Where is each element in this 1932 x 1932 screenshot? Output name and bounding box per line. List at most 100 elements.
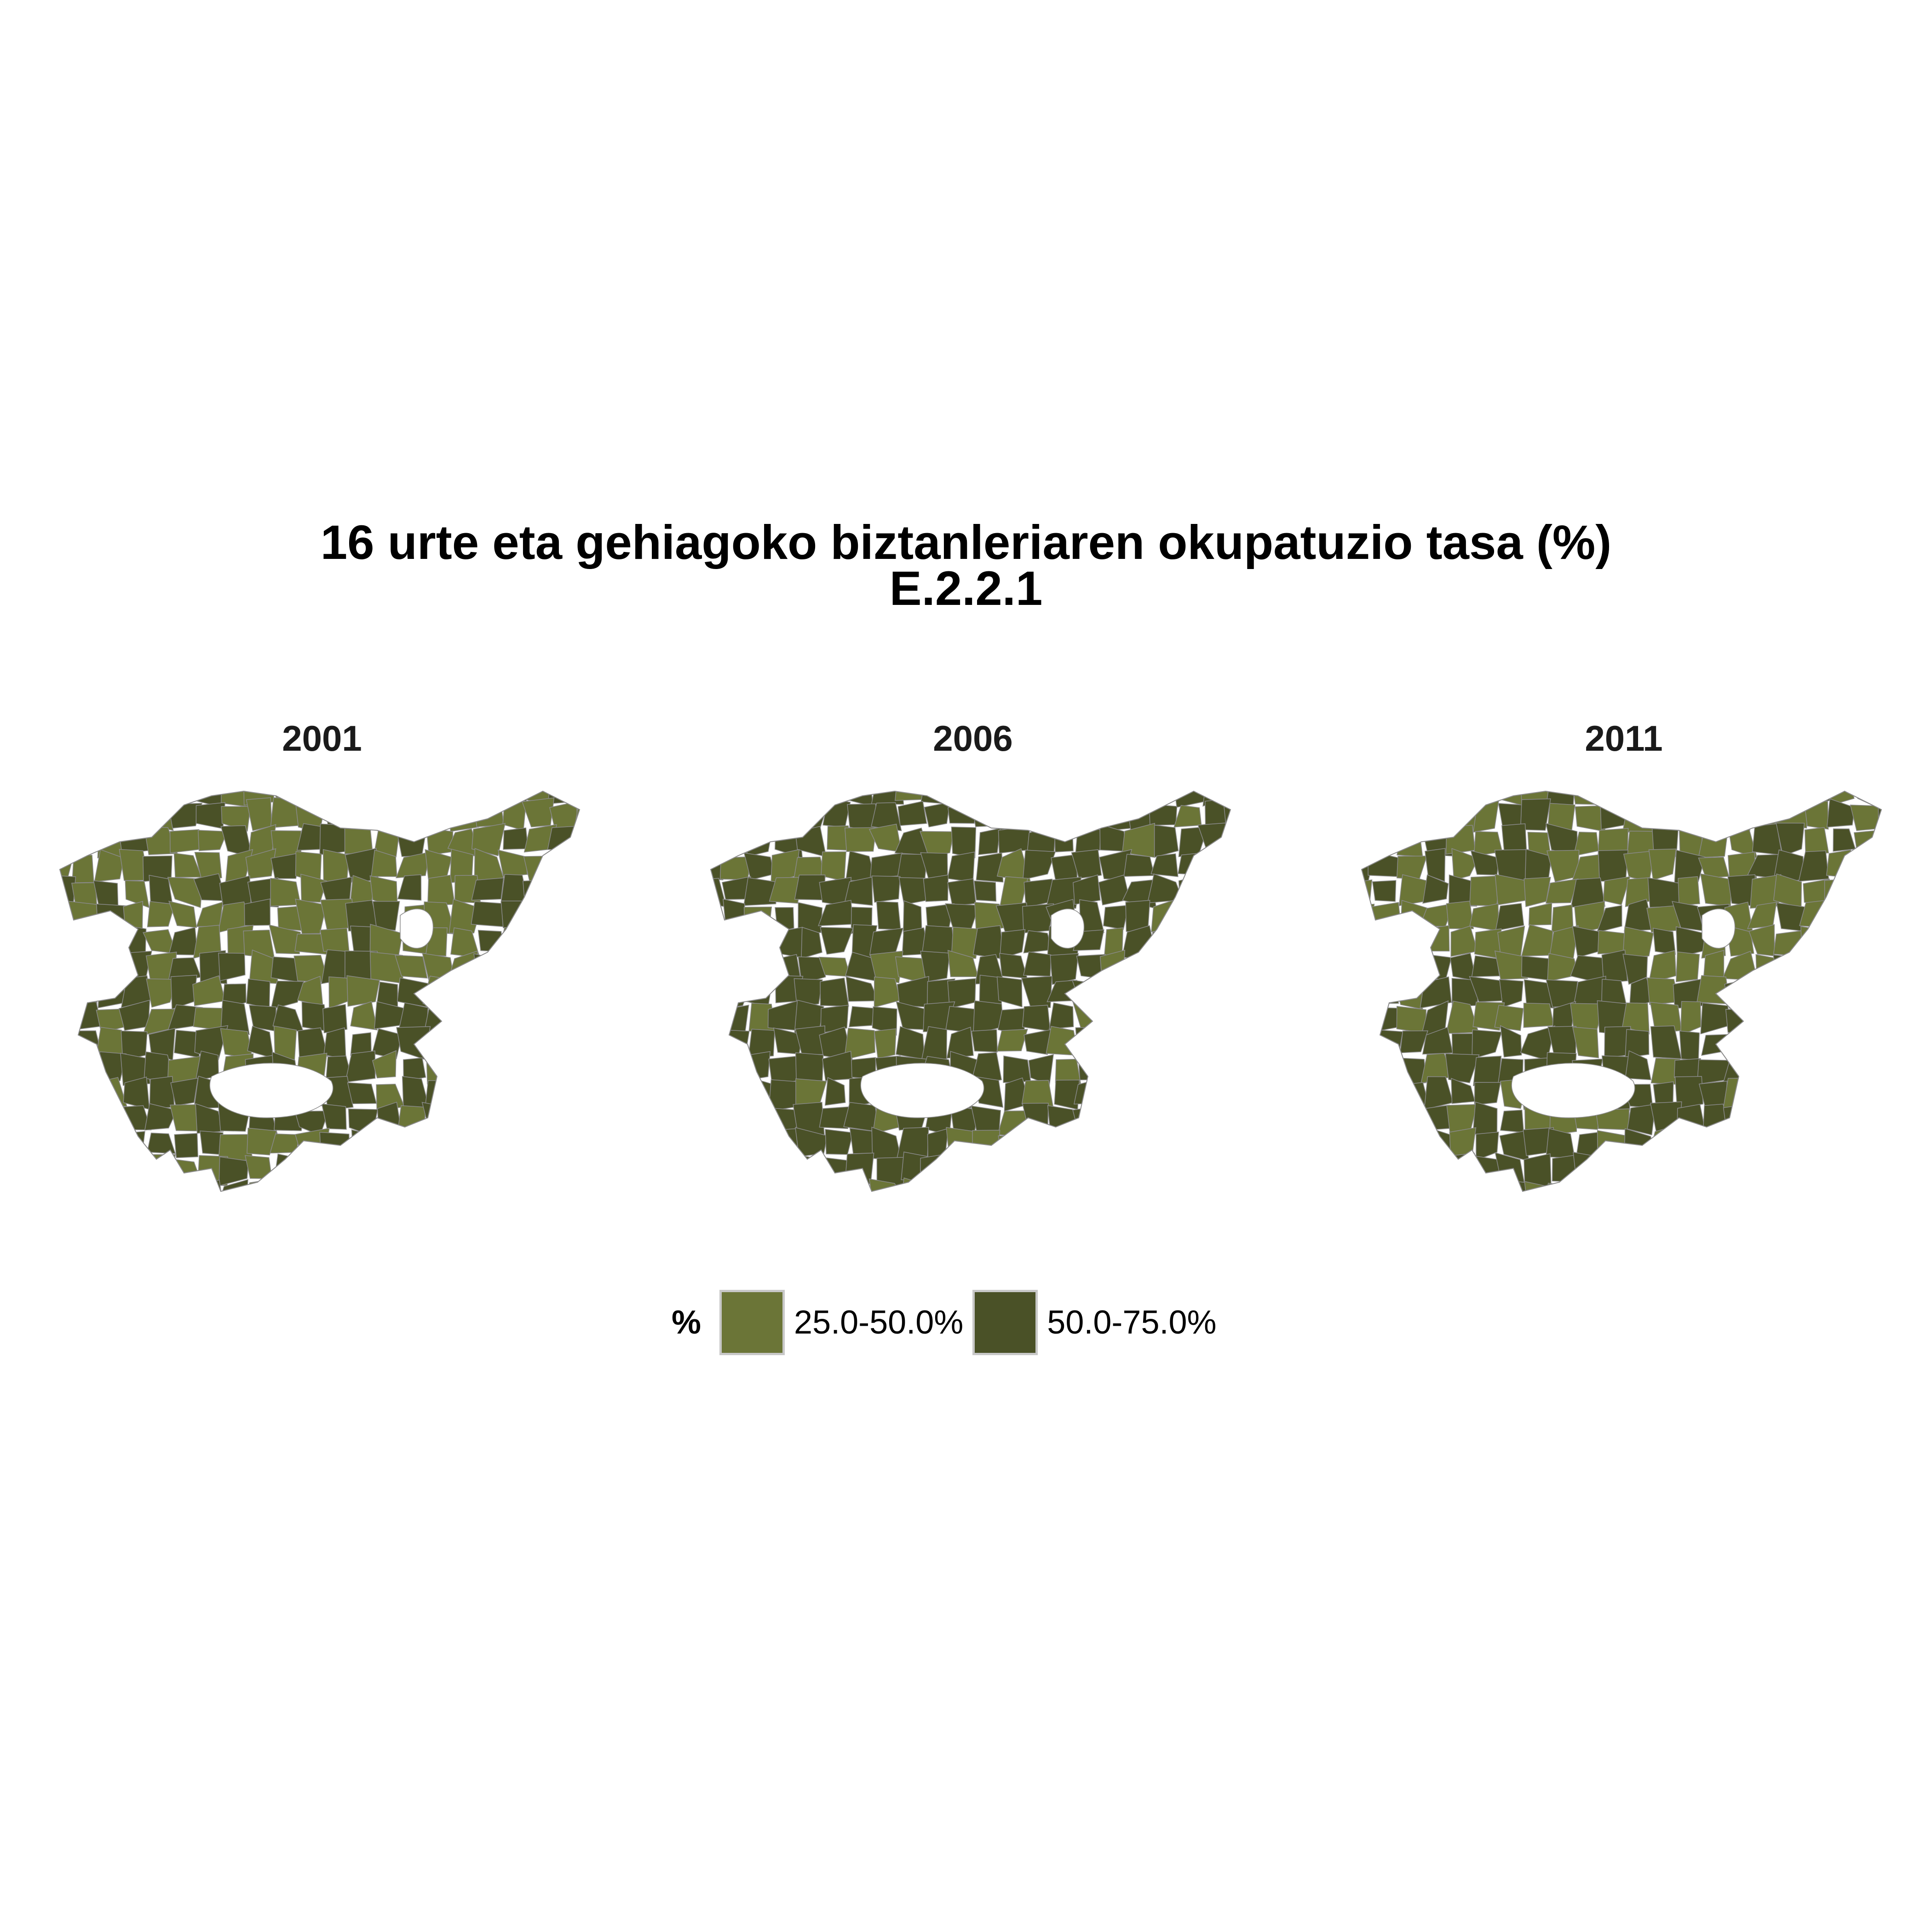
municipality xyxy=(1877,978,1881,1008)
municipality xyxy=(1853,791,1876,807)
municipality xyxy=(1023,951,1052,977)
municipality xyxy=(1900,1235,1918,1237)
municipality xyxy=(144,1103,178,1131)
municipality-mosaic xyxy=(697,791,1267,1237)
municipality xyxy=(1622,926,1654,959)
municipality xyxy=(1554,1205,1578,1236)
municipality xyxy=(1256,1233,1267,1237)
municipality xyxy=(1831,1104,1859,1135)
excluded-area-1 xyxy=(1702,908,1736,949)
municipality xyxy=(717,1058,750,1081)
municipality xyxy=(978,828,1001,855)
municipality xyxy=(1470,850,1500,875)
municipality xyxy=(578,1128,580,1160)
municipality xyxy=(748,1051,770,1080)
municipality xyxy=(60,1177,77,1191)
municipality xyxy=(347,1082,377,1104)
municipality xyxy=(1824,901,1859,933)
excluded-area-1 xyxy=(1051,908,1085,949)
municipality xyxy=(1851,1002,1881,1036)
municipality xyxy=(1903,1007,1918,1027)
municipality xyxy=(1149,955,1181,979)
map-2006 xyxy=(697,790,1267,1237)
municipality xyxy=(1800,1154,1828,1186)
municipality xyxy=(1149,804,1178,826)
municipality xyxy=(1850,1059,1880,1084)
municipality xyxy=(372,901,400,931)
municipality xyxy=(220,1208,248,1235)
municipality xyxy=(471,901,506,927)
municipality xyxy=(711,828,726,856)
municipality xyxy=(768,1180,804,1191)
municipality xyxy=(472,823,506,857)
municipality xyxy=(1830,1204,1856,1232)
municipality xyxy=(1362,1157,1371,1188)
municipality xyxy=(345,1050,376,1083)
municipality xyxy=(72,824,101,855)
municipality xyxy=(572,926,580,960)
municipality xyxy=(1225,903,1230,934)
municipality xyxy=(1106,1235,1130,1237)
municipality xyxy=(1180,903,1202,935)
municipality xyxy=(1753,982,1780,1010)
municipality xyxy=(1652,927,1676,955)
municipality xyxy=(1128,1005,1158,1029)
municipality xyxy=(319,791,350,806)
municipality xyxy=(1473,1056,1502,1087)
municipality xyxy=(147,1133,176,1154)
municipality xyxy=(1876,927,1881,959)
municipality xyxy=(529,1079,555,1104)
municipality xyxy=(1799,952,1830,980)
municipality xyxy=(60,797,74,832)
municipality xyxy=(1250,800,1267,831)
municipality xyxy=(697,1234,720,1237)
municipality xyxy=(721,1077,748,1109)
municipality xyxy=(1730,801,1751,832)
municipality xyxy=(577,880,580,908)
municipality xyxy=(1900,1129,1918,1161)
municipality xyxy=(1368,1007,1402,1033)
municipality xyxy=(897,801,927,826)
municipality xyxy=(270,980,305,1010)
municipality xyxy=(1096,791,1133,805)
municipality xyxy=(1198,874,1228,901)
municipality xyxy=(94,1152,126,1187)
municipality xyxy=(1728,1202,1751,1234)
municipality xyxy=(1852,1127,1881,1155)
municipality xyxy=(1650,1233,1677,1237)
map-title: 16 urte eta gehiagoko biztanleriaren oku… xyxy=(0,518,1932,613)
municipality xyxy=(69,953,100,980)
municipality xyxy=(1753,1079,1781,1112)
municipality xyxy=(1252,1180,1267,1205)
municipality xyxy=(450,1153,477,1184)
municipality xyxy=(1198,1182,1230,1191)
municipality xyxy=(1824,926,1856,958)
municipality xyxy=(575,980,580,1005)
municipality xyxy=(598,1055,616,1085)
panel-title-2001: 2001 xyxy=(282,718,362,759)
municipality xyxy=(1123,1179,1157,1191)
municipality xyxy=(1826,1051,1857,1081)
municipality xyxy=(66,926,97,953)
municipality xyxy=(895,1026,925,1060)
municipality xyxy=(1174,1230,1204,1237)
municipality xyxy=(397,874,422,901)
municipality xyxy=(1150,978,1179,1006)
municipality xyxy=(345,1204,374,1236)
municipality xyxy=(523,977,552,1010)
municipality xyxy=(1474,1082,1501,1105)
municipality xyxy=(171,791,195,806)
excluded-area-0 xyxy=(860,1063,984,1118)
municipality xyxy=(1202,1104,1225,1135)
municipality xyxy=(67,1081,95,1109)
municipality xyxy=(1197,1051,1229,1087)
municipality xyxy=(1597,1179,1629,1191)
municipality xyxy=(1650,800,1681,828)
municipality xyxy=(93,799,123,832)
municipality xyxy=(1799,978,1829,1006)
municipality xyxy=(1198,950,1226,986)
municipality xyxy=(947,878,977,907)
municipality xyxy=(71,1230,98,1237)
municipality xyxy=(1850,1025,1881,1056)
municipality xyxy=(67,1055,93,1085)
